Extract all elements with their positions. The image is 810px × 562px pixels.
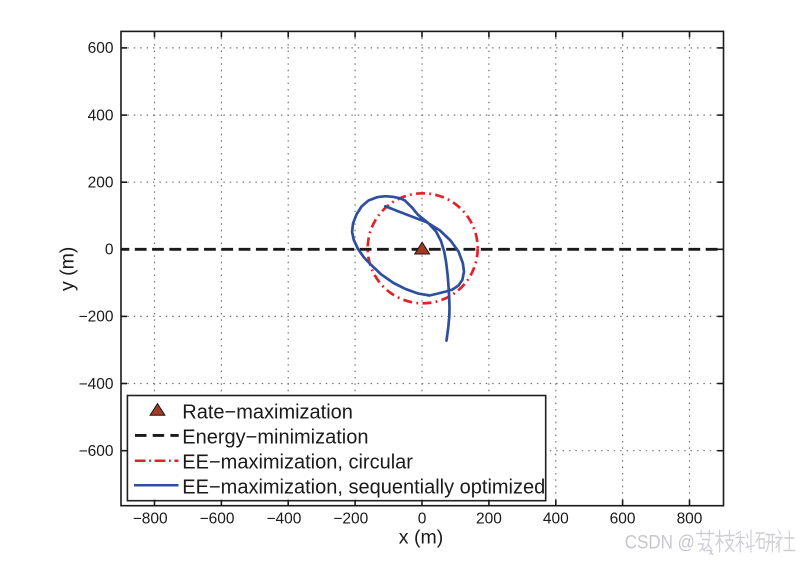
svg-text:y (m): y (m) xyxy=(57,247,79,291)
svg-text:600: 600 xyxy=(88,40,114,57)
svg-text:200: 200 xyxy=(476,511,502,528)
svg-text:400: 400 xyxy=(543,511,569,528)
svg-text:Rate−maximization: Rate−maximization xyxy=(182,401,353,423)
svg-text:−600: −600 xyxy=(200,511,235,528)
svg-text:−400: −400 xyxy=(266,511,301,528)
svg-text:EE−maximization, sequentially: EE−maximization, sequentially optimized xyxy=(182,477,545,499)
svg-text:−200: −200 xyxy=(333,511,368,528)
svg-text:Energy−minimization: Energy−minimization xyxy=(182,426,368,448)
svg-text:−800: −800 xyxy=(133,511,168,528)
svg-text:CSDN @: CSDN @ xyxy=(625,532,695,553)
svg-text:600: 600 xyxy=(610,511,636,528)
svg-text:−400: −400 xyxy=(79,376,114,393)
svg-text:200: 200 xyxy=(88,175,114,192)
svg-text:−200: −200 xyxy=(79,309,114,326)
svg-text:800: 800 xyxy=(677,511,703,528)
svg-text:−600: −600 xyxy=(79,443,114,460)
svg-text:400: 400 xyxy=(88,107,114,124)
svg-text:0: 0 xyxy=(418,511,427,528)
svg-text:x (m): x (m) xyxy=(399,527,443,549)
svg-text:EE−maximization, circular: EE−maximization, circular xyxy=(182,452,413,474)
svg-text:0: 0 xyxy=(105,242,114,259)
